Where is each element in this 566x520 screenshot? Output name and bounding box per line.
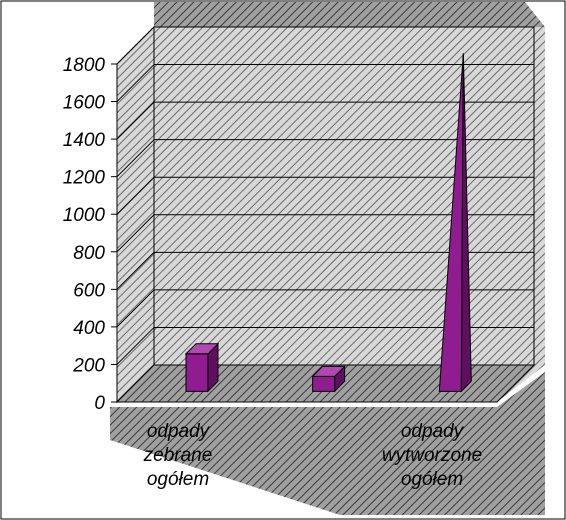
- x-category-label-line: wytworzone: [382, 445, 482, 466]
- gridline: [116, 289, 534, 328]
- gridline: [116, 251, 534, 290]
- x-category-label-line: ogółem: [401, 469, 463, 490]
- gridline: [116, 326, 534, 365]
- y-tick-label: 400: [73, 318, 105, 339]
- gridline: [116, 64, 534, 102]
- gridline: [116, 139, 534, 178]
- y-tick-label: 1200: [63, 168, 106, 189]
- y-tick-label: 200: [72, 355, 105, 376]
- x-category-label-line: odpady: [147, 421, 211, 442]
- gridline: [116, 214, 534, 253]
- category-labels-layer: odpady zebrane ogółem odpady wytworzone ogółe…: [143, 421, 483, 490]
- backdrop-shadow: [110, 372, 545, 515]
- y-tick-label: 1600: [63, 93, 106, 114]
- bar: [438, 53, 472, 393]
- x-category-label: odpady zebrane ogółem: [143, 421, 213, 490]
- y-tick-label: 0: [94, 393, 105, 414]
- x-category-label-line: zebrane: [143, 445, 213, 466]
- ticks-layer: 0 200 400 600 800 1000 1200 1400 1600 1800: [63, 55, 497, 414]
- y-tick-label: 1000: [63, 205, 106, 226]
- bar: [184, 342, 220, 393]
- y-tick-label: 600: [73, 280, 105, 301]
- bar: [311, 365, 346, 393]
- y-tick-label: 800: [73, 243, 105, 264]
- y-tick-label: 1400: [63, 130, 106, 151]
- x-category-label-line: odpady: [401, 421, 465, 442]
- gridline: [116, 26, 534, 65]
- x-category-label-line: ogółem: [147, 469, 209, 490]
- bars-layer: [184, 53, 472, 393]
- back-wall: [153, 26, 535, 366]
- grid-layer: [116, 25, 535, 404]
- gridline: [116, 101, 534, 140]
- backdrop-top-band: [154, 2, 545, 27]
- y-tick-label: 1800: [63, 55, 106, 76]
- gridline: [116, 176, 534, 215]
- x-category-label: odpady wytworzone ogółem: [382, 421, 482, 490]
